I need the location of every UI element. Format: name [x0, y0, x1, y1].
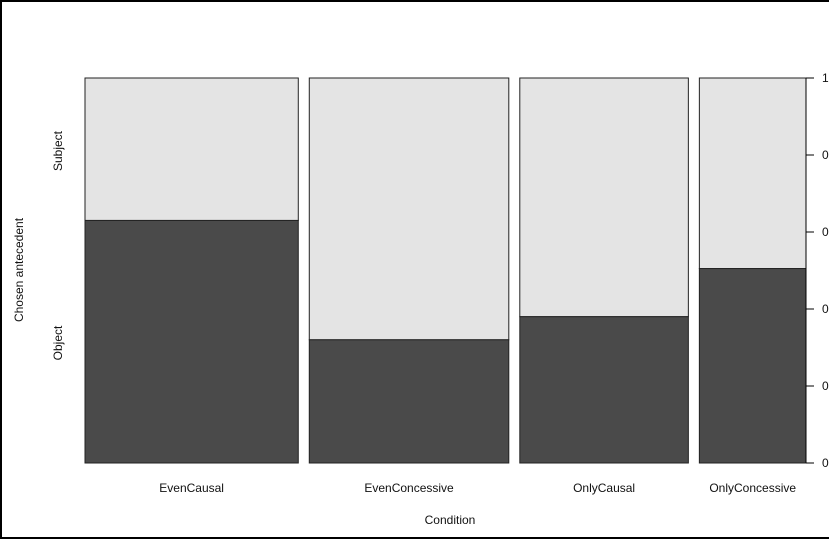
right-axis-tick-label: 0.8 [822, 148, 829, 162]
tile-subject-evenconcessive [308, 77, 510, 341]
tiles-group [84, 77, 807, 464]
tile-subject-onlycausal [519, 77, 689, 318]
y-level-label-object: Object [51, 325, 65, 360]
y-axis-label: Chosen antecedent [12, 217, 26, 322]
right-axis-tick-label: 0.6 [822, 225, 829, 239]
right-axis-tick-label: 0.4 [822, 302, 829, 316]
x-tick-label-evenconcessive: EvenConcessive [364, 481, 454, 495]
x-tick-label-onlycausal: OnlyCausal [573, 481, 635, 495]
x-tick-label-evencausal: EvenCausal [159, 481, 224, 495]
x-tick-label-onlyconcessive: OnlyConcessive [709, 481, 796, 495]
tile-subject-evencausal [84, 77, 299, 221]
x-tick-labels: EvenCausal EvenConcessive OnlyCausal OnlyCo… [159, 481, 796, 495]
tile-object-evencausal [84, 219, 299, 464]
tile-object-onlycausal [519, 316, 689, 464]
tile-object-onlyconcessive [698, 268, 807, 464]
right-axis-tick-label: 0 [822, 456, 829, 470]
tile-subject-onlyconcessive [698, 77, 807, 270]
right-axis-tick-label: 0.2 [822, 379, 829, 393]
right-axis-tick-label: 1 [822, 71, 829, 85]
x-axis-label: Condition [425, 513, 476, 527]
tile-object-evenconcessive [308, 339, 510, 464]
right-axis: 1 0.8 0.6 0.4 0.2 0 [805, 71, 829, 470]
y-level-label-subject: Subject [51, 130, 65, 171]
